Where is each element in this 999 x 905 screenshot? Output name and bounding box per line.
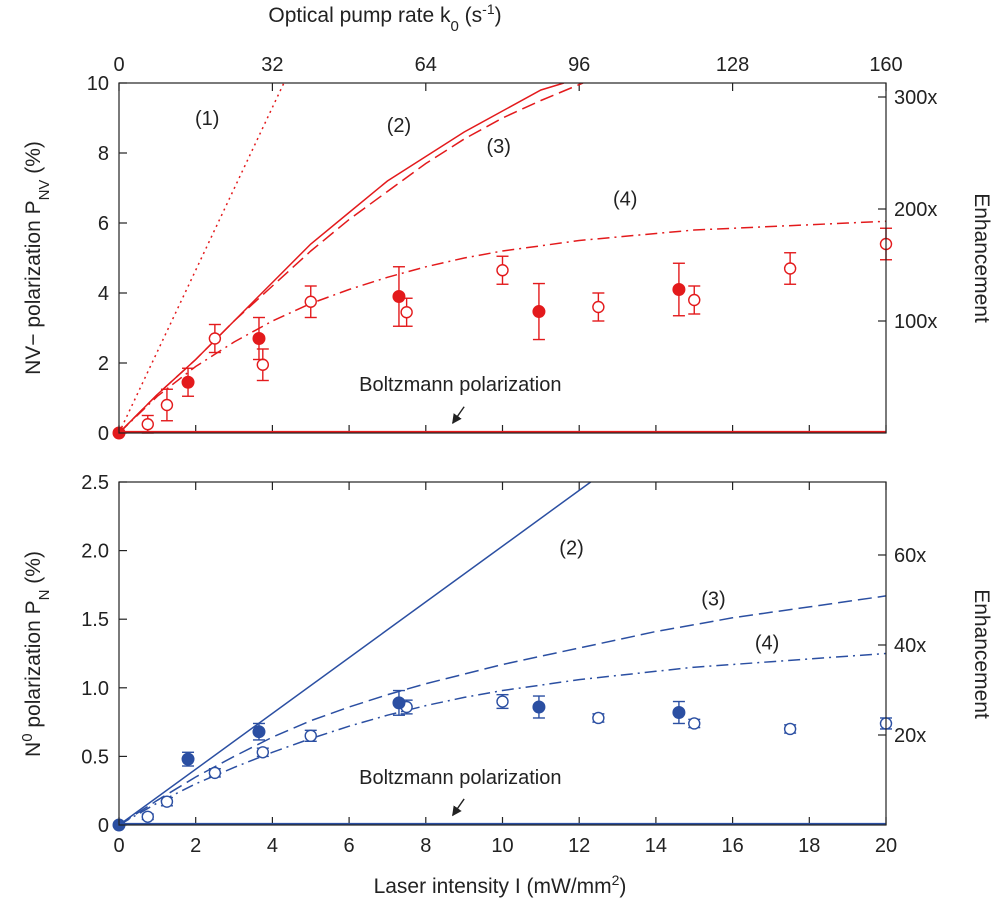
series-line-1 [119,595,886,825]
series-line-3 [119,220,886,433]
bottom-panel-frame [118,481,887,826]
filled-data-point [252,725,266,739]
top-panel-frame [118,82,887,434]
x-tick-label: 18 [798,835,820,857]
series-label: (4) [613,189,637,211]
x-tick-label: 6 [344,835,355,857]
series-label: (3) [701,588,725,610]
boltzmann-annotation: Boltzmann polarization [359,767,561,789]
series-label: (3) [486,136,510,158]
y-tick-label: 2.0 [81,541,109,563]
y-tick-label: 1.5 [81,609,109,631]
top-x-tick-label: 0 [113,54,124,76]
open-data-point [160,398,174,412]
series-line-2 [119,83,584,433]
open-data-point [141,418,154,431]
y-tick-label: 8 [98,143,109,165]
series-line-2 [119,652,886,825]
y-tick-label: 1.0 [81,678,109,700]
x-tick-label: 12 [568,835,590,857]
series-label: (4) [755,632,779,654]
filled-data-point [532,700,546,714]
x-tick-label: 20 [875,835,897,857]
y-tick-label: 4 [98,283,109,305]
top-x-tick-label: 32 [261,54,283,76]
open-data-point [304,729,317,743]
top-panel: 0 2 4 6 8 10 100x 200x 300x 0 32 64 96 128 160 (1) (2) (… [87,54,938,445]
y2-tick-label: 20x [894,725,926,747]
y-tick-label: 0 [98,423,109,445]
open-data-point [208,332,222,345]
filled-data-point [672,705,686,719]
y-tick-label: 0.5 [81,746,109,768]
open-data-point [141,810,154,823]
x-tick-label: 16 [721,835,743,857]
y-tick-label: 2.5 [81,472,109,494]
y-tick-label: 10 [87,73,109,95]
series-label: (1) [195,108,219,130]
open-data-point [688,717,701,730]
y2-tick-label: 60x [894,545,926,567]
series-label: (2) [559,538,583,560]
filled-data-point [392,696,406,710]
top-y2label: Enhancement [970,193,993,323]
filled-data-point [181,752,195,766]
open-data-point [256,358,270,371]
open-data-point [304,295,317,308]
open-data-point [783,722,797,736]
bottom-ylabel: N0 polarization PN (%) [19,551,53,757]
series-line-0 [119,482,592,825]
y-tick-label: 2 [98,353,109,375]
y2-tick-label: 40x [894,635,926,657]
bottom-xlabel: Laser intensity I (mW/mm2) [374,872,627,898]
series-line-0 [119,83,285,433]
x-tick-label: 2 [190,835,201,857]
y-tick-label: 0 [98,815,109,837]
top-x-tick-label: 64 [415,54,437,76]
filled-data-point [181,375,195,389]
top-x-tick-label: 160 [869,54,902,76]
x-tick-label: 14 [645,835,667,857]
y2-tick-label: 100x [894,311,937,333]
y-tick-label: 6 [98,213,109,235]
filled-data-point [252,332,266,345]
top-ylabel: NV− polarization PNV (%) [22,141,53,375]
x-tick-label: 4 [267,835,278,857]
open-data-point [688,293,701,307]
open-data-point [496,695,509,708]
y2-tick-label: 300x [894,87,937,109]
top-axis-label: Optical pump rate k0 (s-1) [268,1,501,35]
filled-data-point [392,290,406,303]
open-data-point [592,300,605,314]
bottom-y2label: Enhancement [970,589,993,719]
boltzmann-annotation: Boltzmann polarization [359,374,561,396]
open-data-point [256,746,270,759]
filled-data-point [532,305,546,319]
series-label: (2) [387,115,411,137]
top-x-tick-label: 96 [568,54,590,76]
bottom-panel: 0 0.5 1.0 1.5 2.0 2.5 20x 40x 60x 0 2 4 6 8 10 12 14 16 18… [81,472,926,857]
open-data-point [160,795,174,808]
annotation-arrow [452,798,465,817]
x-tick-label: 8 [420,835,431,857]
y2-tick-label: 200x [894,199,937,221]
x-tick-label: 0 [113,835,124,857]
annotation-arrow [452,406,465,425]
open-data-point [592,711,605,725]
filled-data-point [672,283,686,296]
open-data-point [400,306,413,319]
open-data-point [208,766,222,780]
open-data-point [783,262,797,275]
top-x-tick-label: 128 [716,54,749,76]
x-tick-label: 10 [491,835,513,857]
open-data-point [496,264,509,277]
